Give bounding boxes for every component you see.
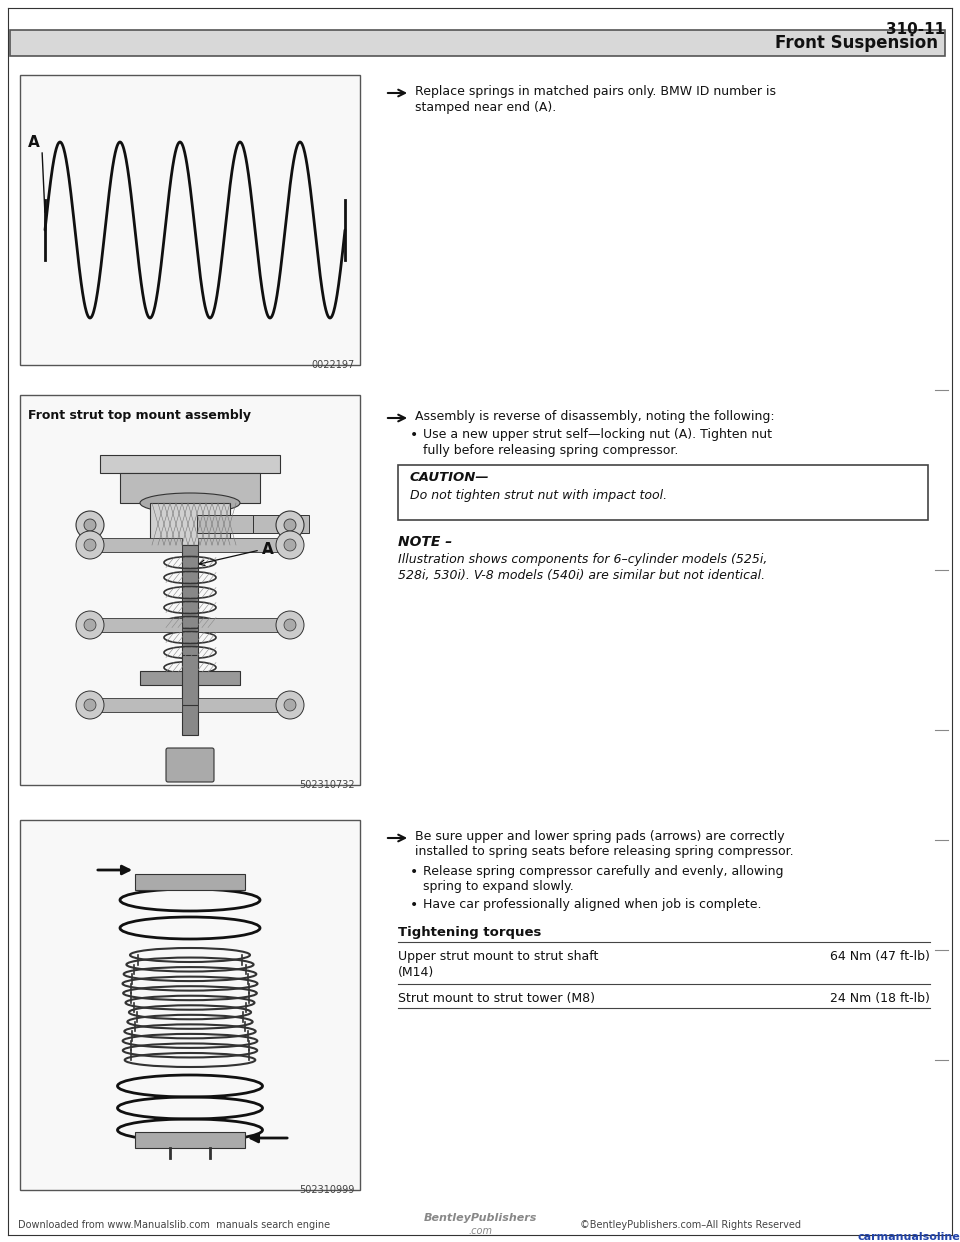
Text: Tightening torques: Tightening torques bbox=[398, 927, 541, 939]
Circle shape bbox=[76, 611, 104, 638]
Bar bbox=[95, 619, 182, 632]
Circle shape bbox=[84, 519, 96, 532]
Text: Assembly is reverse of disassembly, noting the following:: Assembly is reverse of disassembly, noti… bbox=[415, 410, 775, 424]
Text: Replace springs in matched pairs only. BMW ID number is: Replace springs in matched pairs only. B… bbox=[415, 84, 776, 98]
Circle shape bbox=[76, 510, 104, 539]
Text: Be sure upper and lower spring pads (arrows) are correctly: Be sure upper and lower spring pads (arr… bbox=[415, 830, 784, 843]
Bar bbox=[182, 545, 198, 735]
Text: 502310999: 502310999 bbox=[300, 1185, 355, 1195]
Bar bbox=[253, 515, 309, 533]
Text: Front Suspension: Front Suspension bbox=[775, 34, 938, 52]
Text: A: A bbox=[28, 135, 39, 150]
Text: 64 Nm (47 ft-lb): 64 Nm (47 ft-lb) bbox=[830, 950, 930, 963]
Bar bbox=[140, 671, 240, 686]
Circle shape bbox=[284, 519, 296, 532]
Bar bbox=[197, 515, 253, 533]
Bar bbox=[20, 820, 360, 1190]
Text: •: • bbox=[410, 864, 419, 879]
Text: 0022197: 0022197 bbox=[312, 360, 355, 370]
Text: 502310732: 502310732 bbox=[300, 780, 355, 790]
Text: ©BentleyPublishers.com–All Rights Reserved: ©BentleyPublishers.com–All Rights Reserv… bbox=[580, 1220, 801, 1230]
Bar bbox=[198, 619, 285, 632]
Circle shape bbox=[84, 539, 96, 551]
Bar bbox=[10, 30, 945, 56]
Bar bbox=[198, 698, 285, 712]
Text: Front strut top mount assembly: Front strut top mount assembly bbox=[28, 409, 251, 422]
Text: Do not tighten strut nut with impact tool.: Do not tighten strut nut with impact too… bbox=[410, 489, 667, 502]
Text: Have car professionally aligned when job is complete.: Have car professionally aligned when job… bbox=[423, 898, 761, 910]
Circle shape bbox=[276, 611, 304, 638]
Bar bbox=[198, 538, 285, 551]
Text: spring to expand slowly.: spring to expand slowly. bbox=[423, 881, 574, 893]
Circle shape bbox=[76, 691, 104, 719]
Text: Release spring compressor carefully and evenly, allowing: Release spring compressor carefully and … bbox=[423, 864, 783, 878]
Text: BentleyPublishers: BentleyPublishers bbox=[423, 1213, 537, 1223]
Circle shape bbox=[76, 532, 104, 559]
Text: (M14): (M14) bbox=[398, 966, 434, 979]
Text: A: A bbox=[262, 543, 274, 558]
Ellipse shape bbox=[140, 493, 240, 513]
Circle shape bbox=[84, 619, 96, 631]
Text: Use a new upper strut self—locking nut (A). Tighten nut: Use a new upper strut self—locking nut (… bbox=[423, 428, 772, 441]
Bar bbox=[100, 455, 280, 473]
Text: Upper strut mount to strut shaft: Upper strut mount to strut shaft bbox=[398, 950, 598, 963]
Text: Strut mount to strut tower (M8): Strut mount to strut tower (M8) bbox=[398, 992, 595, 1005]
Circle shape bbox=[276, 532, 304, 559]
Bar bbox=[135, 874, 245, 891]
FancyBboxPatch shape bbox=[166, 748, 214, 782]
Text: CAUTION—: CAUTION— bbox=[410, 471, 490, 484]
Bar bbox=[398, 465, 928, 520]
Text: NOTE –: NOTE – bbox=[398, 535, 452, 549]
Text: •: • bbox=[410, 428, 419, 442]
Circle shape bbox=[84, 699, 96, 710]
Text: •: • bbox=[410, 898, 419, 912]
Text: stamped near end (A).: stamped near end (A). bbox=[415, 101, 556, 114]
Bar bbox=[135, 1131, 245, 1148]
Circle shape bbox=[284, 699, 296, 710]
Bar bbox=[95, 538, 182, 551]
Text: carmanualsoline.info: carmanualsoline.info bbox=[858, 1232, 960, 1242]
Text: 24 Nm (18 ft-lb): 24 Nm (18 ft-lb) bbox=[830, 992, 930, 1005]
Bar bbox=[182, 655, 198, 705]
Text: 310-11: 310-11 bbox=[886, 22, 945, 37]
Circle shape bbox=[284, 619, 296, 631]
Bar bbox=[20, 395, 360, 785]
Text: Downloaded from www.Manualslib.com  manuals search engine: Downloaded from www.Manualslib.com manua… bbox=[18, 1220, 330, 1230]
Circle shape bbox=[284, 539, 296, 551]
Circle shape bbox=[276, 691, 304, 719]
Text: fully before releasing spring compressor.: fully before releasing spring compressor… bbox=[423, 443, 679, 457]
Bar bbox=[95, 698, 182, 712]
Text: installed to spring seats before releasing spring compressor.: installed to spring seats before releasi… bbox=[415, 845, 794, 858]
Text: Illustration shows components for 6–cylinder models (525i,: Illustration shows components for 6–cyli… bbox=[398, 553, 767, 566]
Circle shape bbox=[276, 510, 304, 539]
Text: .com: .com bbox=[468, 1226, 492, 1236]
Text: 528i, 530i). V-8 models (540i) are similar but not identical.: 528i, 530i). V-8 models (540i) are simil… bbox=[398, 569, 765, 582]
Bar bbox=[120, 473, 260, 503]
Bar bbox=[20, 75, 360, 365]
Bar bbox=[150, 503, 230, 545]
